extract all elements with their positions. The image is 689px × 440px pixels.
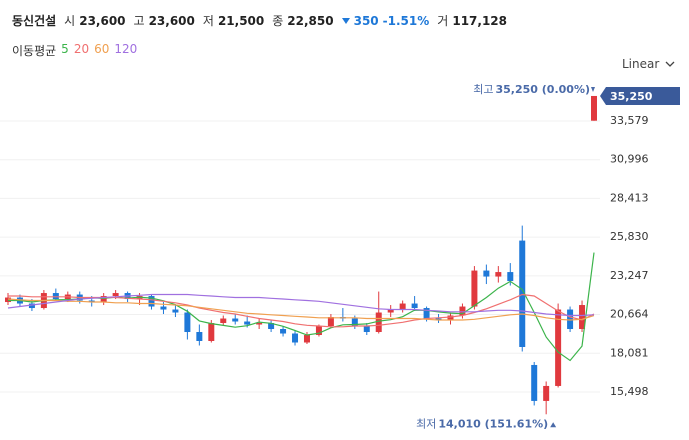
label: 고 (133, 14, 145, 28)
candle-body (303, 335, 310, 343)
candle-body (315, 326, 322, 336)
value: 23,600 (79, 13, 126, 28)
candle-body (184, 312, 191, 333)
candle-body (435, 318, 442, 321)
candle-body (172, 309, 179, 313)
change-pct: -1.51% (382, 13, 430, 28)
candle-body (555, 309, 562, 386)
candle-body (100, 296, 107, 303)
candle-body (399, 303, 406, 310)
y-tick-label: 28,413 (610, 191, 649, 204)
label: 시 (64, 14, 76, 28)
down-arrow (341, 17, 350, 24)
candle-body (256, 323, 263, 325)
legend-title: 이동평균 (12, 44, 57, 58)
candle-body (112, 293, 119, 297)
max-arrow (591, 86, 595, 92)
candle-body (52, 293, 59, 300)
candle-body (88, 300, 95, 303)
candle-body (543, 385, 550, 401)
candle-body (351, 318, 358, 327)
price-tag-label: 35,250 (610, 90, 653, 103)
value: 23,600 (148, 13, 195, 28)
label: 거 (437, 14, 449, 28)
candle-body (363, 326, 370, 333)
y-tick-label: 30,996 (610, 153, 649, 166)
min-marker: 최저 14,010 (151.61%) (416, 417, 548, 430)
candle-body (5, 297, 11, 303)
candle-body (220, 318, 227, 324)
legend-entry: 20 (73, 42, 90, 56)
candle-body (507, 272, 514, 282)
legend-entry: 5 (61, 42, 69, 56)
y-tick-label: 15,498 (610, 385, 649, 398)
label: 저 (202, 14, 214, 28)
value: 22,850 (287, 13, 334, 28)
min-arrow (550, 422, 557, 428)
ma-line (7, 293, 595, 317)
chevron (665, 61, 675, 67)
y-tick-label: 25,830 (610, 230, 649, 243)
y-tick-label: 18,081 (610, 346, 649, 359)
candle-body (495, 272, 502, 277)
label: 종 (272, 14, 284, 28)
candle-body (411, 303, 418, 309)
max-prefix: 최고 (473, 83, 493, 96)
value: 117,128 (452, 13, 507, 28)
candle-body (268, 323, 275, 330)
candle-body (244, 321, 251, 325)
legend-entry: 60 (94, 42, 110, 56)
ma-line (7, 298, 595, 321)
candle-body (375, 312, 382, 333)
candle-body (531, 364, 538, 401)
candle-body (423, 308, 430, 319)
ma-legend: 이동평균 5 20 60 120 (12, 42, 137, 59)
stock-name: 동신건설 (12, 14, 57, 28)
candle-body (196, 332, 203, 341)
header: 동신건설 시 23,600 고 23,600 저 21,500 종 22,850 350… (12, 12, 511, 29)
candle-body (579, 305, 586, 330)
legend-entry: 120 (114, 42, 138, 56)
candle-body (232, 318, 239, 322)
max-marker: 최고 35,250 (0.00%) (473, 83, 590, 96)
candle-body (327, 317, 334, 327)
candle-body (483, 270, 490, 277)
candle-body (519, 240, 526, 347)
value: 21,500 (217, 13, 265, 28)
scale-label[interactable]: Linear (622, 57, 660, 71)
candle-body (387, 309, 394, 313)
candle-body (148, 296, 155, 307)
y-tick-label: 23,247 (610, 269, 649, 282)
candle-body (447, 315, 454, 321)
ma-line (8, 252, 595, 362)
candle-body (567, 309, 574, 330)
candle-body (471, 270, 478, 307)
candle-body (208, 323, 215, 341)
change: 350 (353, 13, 379, 28)
scale-menu[interactable]: Linear (622, 57, 675, 71)
candle-body (280, 329, 287, 334)
max-text: 35,250 (0.00%) (496, 83, 591, 96)
y-tick-label: 20,664 (610, 308, 649, 321)
min-text: 14,010 (151.61%) (438, 417, 548, 430)
candle-body (160, 306, 167, 310)
y-tick-label: 33,579 (610, 114, 649, 127)
candle-body (459, 306, 466, 316)
candle-body (591, 95, 597, 121)
price-tag (600, 86, 680, 105)
min-prefix: 최저 (416, 417, 436, 430)
candle-body (28, 303, 35, 309)
candle-body (292, 333, 299, 343)
